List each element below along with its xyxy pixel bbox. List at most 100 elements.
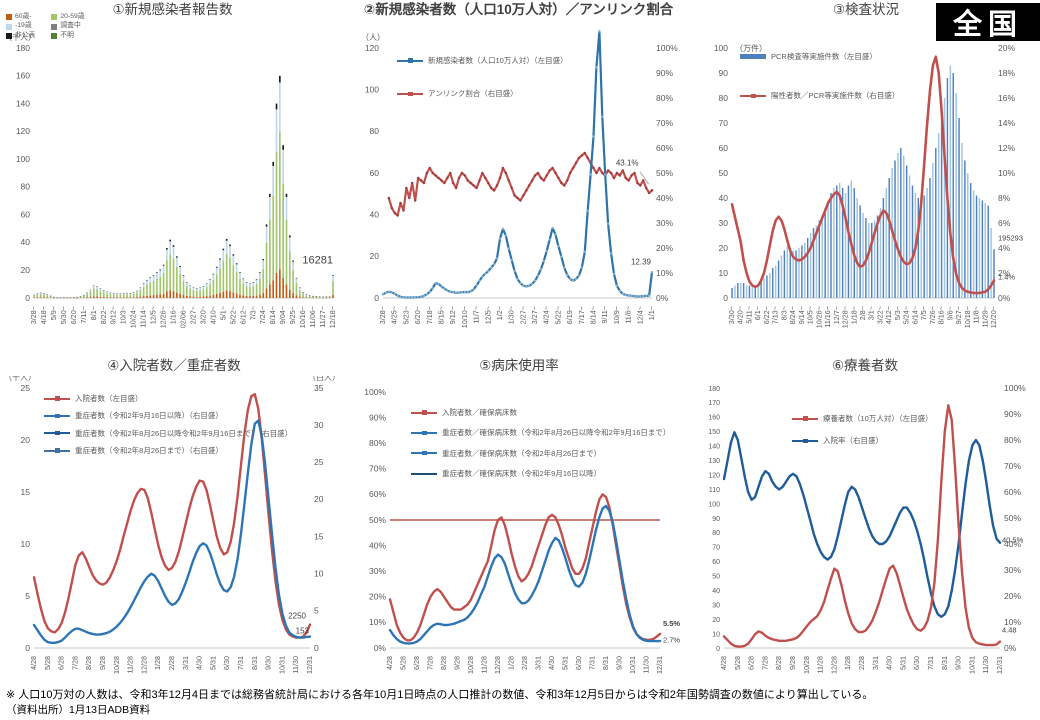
svg-text:80%: 80%	[369, 438, 386, 448]
svg-text:9/14~: 9/14~	[797, 306, 806, 324]
legend-marker-icon	[803, 438, 808, 444]
svg-text:10/28: 10/28	[112, 656, 121, 674]
svg-text:6/28: 6/28	[747, 656, 756, 670]
chart-testing-status: ③検査状況 0 10 20 30 40 50 60 70 80 90 100 （万件） 0% 2% 4% 6%…	[692, 0, 1040, 356]
svg-text:6/14~: 6/14~	[910, 306, 919, 324]
svg-text:8/15~: 8/15~	[436, 306, 445, 324]
svg-text:7/24~: 7/24~	[258, 306, 267, 324]
chart3-title: ③検査状況	[832, 2, 900, 17]
legend-item-c4-0: 入院者数（左目盛）	[44, 394, 292, 403]
chart6-title: ⑥療養者数	[831, 358, 899, 373]
svg-text:12%: 12%	[998, 143, 1015, 153]
svg-text:11/7~: 11/7~	[472, 306, 481, 324]
svg-text:40: 40	[370, 209, 380, 219]
svg-text:140: 140	[708, 444, 720, 451]
svg-text:120: 120	[708, 472, 720, 479]
svg-text:70%: 70%	[369, 464, 386, 474]
svg-text:5/11~: 5/11~	[744, 306, 753, 324]
svg-text:30%: 30%	[656, 218, 673, 228]
svg-text:9/30: 9/30	[615, 656, 624, 670]
svg-text:（百人）: （百人）	[308, 376, 340, 382]
svg-text:11/28: 11/28	[816, 656, 825, 673]
svg-text:10/31: 10/31	[967, 656, 976, 674]
svg-text:9/30: 9/30	[264, 656, 273, 670]
legend-marker-icon	[751, 93, 756, 99]
legend-swatch-icon	[411, 450, 437, 456]
legend-swatch-icon	[792, 416, 818, 421]
svg-text:10/31: 10/31	[277, 656, 286, 674]
svg-text:40: 40	[21, 237, 31, 247]
svg-text:70: 70	[712, 545, 720, 552]
svg-text:8/28: 8/28	[84, 656, 93, 670]
svg-text:16%: 16%	[998, 93, 1015, 103]
svg-text:6/1~: 6/1~	[753, 306, 762, 320]
chart3-plot: 0 10 20 30 40 50 60 70 80 90 100 （万件） 0% 2% 4% 6% 8% 10% 1…	[714, 43, 1023, 328]
svg-text:4/28: 4/28	[719, 656, 728, 670]
svg-text:8/28: 8/28	[774, 656, 783, 670]
svg-text:12/4~: 12/4~	[635, 306, 644, 324]
svg-text:11/6~: 11/6~	[624, 306, 633, 324]
legend-label: 60歳-	[15, 13, 32, 20]
svg-text:1/30~: 1/30~	[507, 306, 516, 324]
chart6-legend: 療養者数（10万人対）（左目盛） 入院率（右目盛）	[792, 414, 933, 446]
svg-text:4/20~: 4/20~	[736, 306, 745, 324]
svg-text:9/11~: 9/11~	[600, 306, 609, 324]
svg-text:1/28: 1/28	[507, 656, 516, 670]
svg-text:6/19~: 6/19~	[565, 306, 574, 324]
svg-text:10/10~: 10/10~	[460, 306, 469, 328]
svg-text:7/31: 7/31	[588, 656, 597, 670]
svg-text:12/28: 12/28	[493, 656, 502, 674]
svg-text:15: 15	[314, 531, 324, 541]
svg-text:11/14~: 11/14~	[139, 306, 148, 328]
legend-marker-icon	[803, 416, 808, 421]
svg-text:8/31: 8/31	[940, 656, 949, 670]
svg-text:7/11~: 7/11~	[79, 306, 88, 324]
legend-item-c4-1: 重症者数（令和2年9月16日以降）（右目盛）	[44, 411, 292, 420]
svg-text:8/28: 8/28	[439, 656, 448, 670]
svg-text:10: 10	[712, 631, 720, 638]
svg-text:2/27~: 2/27~	[518, 306, 527, 324]
svg-text:2/27~: 2/27~	[188, 306, 197, 324]
svg-text:9/28: 9/28	[788, 656, 797, 670]
svg-text:1/2~: 1/2~	[495, 306, 504, 320]
svg-text:6%: 6%	[998, 218, 1011, 228]
svg-text:9/04~: 9/04~	[278, 306, 287, 324]
svg-text:20: 20	[719, 243, 729, 253]
svg-text:4/28: 4/28	[385, 656, 394, 670]
legend-item-c6-0: 療養者数（10万人対）（左目盛）	[792, 414, 933, 423]
svg-text:100: 100	[708, 501, 720, 508]
chart-recovering-patients: ⑥療養者数 0 10 20 30 40 50 60 70 80 90 100 110 120 130 140…	[690, 356, 1040, 686]
svg-text:12/31: 12/31	[995, 656, 1004, 674]
svg-text:5/31: 5/31	[208, 656, 217, 670]
svg-text:4/25~: 4/25~	[390, 306, 399, 324]
legend-label: 入院者数（左目盛）	[75, 394, 143, 403]
chart-cases-per-100k-unlinked: ②新規感染者数（人口10万人対）／アンリンク割合 0 20 40 60 80 100 120…	[345, 0, 692, 356]
svg-text:1/28: 1/28	[843, 656, 852, 670]
chart1-legend: 60歳- 20-59歳 -19歳 調査中 非公表 不明	[6, 13, 85, 40]
svg-text:40: 40	[719, 193, 729, 203]
legend-swatch-icon	[397, 91, 423, 97]
chart4-legend: 入院者数（左目盛） 重症者数（令和2年9月16日以降）（右目盛） 重症者数（令和2年…	[44, 394, 292, 456]
svg-text:9/28: 9/28	[453, 656, 462, 670]
svg-text:100%: 100%	[364, 387, 386, 397]
svg-text:10/24~: 10/24~	[129, 306, 138, 328]
svg-text:80%: 80%	[656, 93, 673, 103]
svg-text:5/9~: 5/9~	[49, 306, 58, 320]
svg-text:7/5~: 7/5~	[919, 306, 928, 320]
svg-text:7/17~: 7/17~	[577, 306, 586, 324]
svg-text:20: 20	[21, 435, 31, 445]
svg-text:40%: 40%	[656, 193, 673, 203]
svg-text:12/28~: 12/28~	[841, 306, 850, 328]
svg-text:50%: 50%	[1004, 513, 1021, 523]
chart1-title: ①新規感染者報告数	[112, 2, 233, 17]
svg-text:110: 110	[709, 487, 720, 494]
svg-text:5/28: 5/28	[733, 656, 742, 670]
svg-text:1.4%: 1.4%	[998, 272, 1015, 281]
legend-swatch-icon	[397, 58, 423, 63]
svg-text:90%: 90%	[656, 68, 673, 78]
svg-text:11/06~: 11/06~	[308, 306, 317, 328]
legend-label: 20-59歳	[60, 13, 85, 20]
svg-text:8/24~: 8/24~	[788, 306, 797, 324]
svg-text:11/28: 11/28	[480, 656, 489, 673]
svg-text:60: 60	[21, 209, 31, 219]
